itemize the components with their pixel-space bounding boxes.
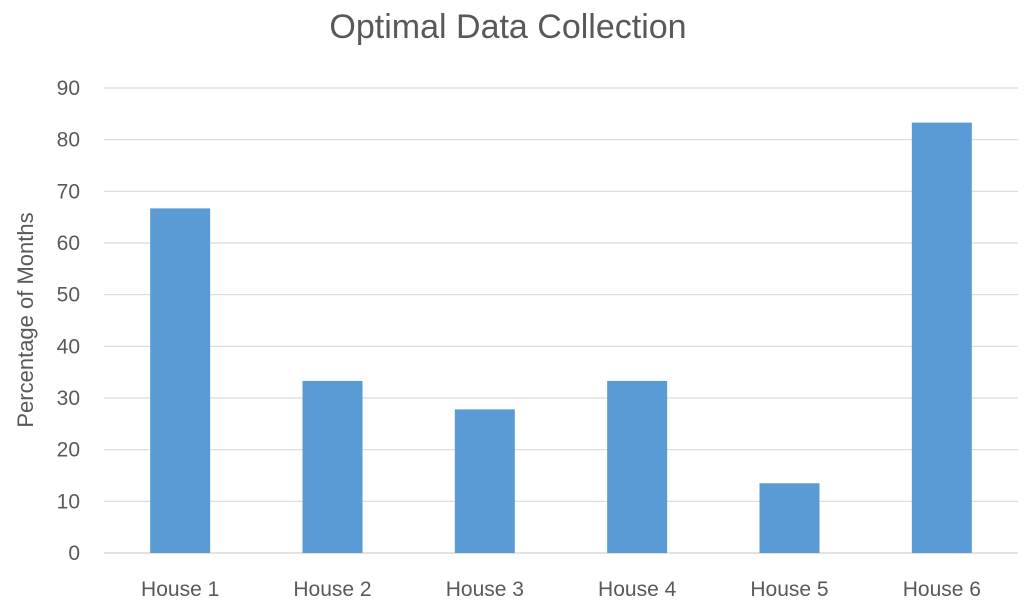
x-tick-labels: House 1 House 2 House 3 House 4 House 5 House…	[141, 578, 981, 601]
bar-house-5	[759, 483, 820, 553]
x-tick-label: House 1	[141, 578, 219, 601]
y-tick-label: 60	[57, 232, 80, 255]
bar-house-4	[607, 380, 668, 553]
bar-house-3	[454, 409, 515, 553]
gridlines	[104, 87, 1018, 554]
x-tick-label: House 2	[293, 578, 371, 601]
y-tick-label: 30	[57, 387, 80, 410]
x-tick-label: House 5	[750, 578, 828, 601]
x-tick-label: House 6	[903, 578, 981, 601]
chart-title: Optimal Data Collection	[329, 8, 686, 46]
y-tick-label: 40	[57, 335, 80, 358]
y-tick-label: 20	[57, 439, 80, 462]
y-tick-label: 80	[57, 129, 80, 152]
y-tick-label: 90	[57, 77, 80, 100]
y-tick-label: 0	[68, 542, 80, 565]
bars	[150, 122, 972, 553]
bar-house-2	[302, 380, 363, 553]
y-tick-labels: 0 10 20 30 40 50 60 70 80 90	[57, 77, 80, 565]
y-axis-label: Percentage of Months	[13, 212, 38, 427]
bar-house-1	[150, 208, 211, 553]
y-tick-label: 50	[57, 284, 80, 307]
x-tick-label: House 4	[598, 578, 677, 601]
y-tick-label: 70	[57, 180, 80, 203]
x-tick-label: House 3	[446, 578, 524, 601]
y-tick-label: 10	[57, 490, 80, 513]
bar-house-6	[911, 122, 972, 553]
